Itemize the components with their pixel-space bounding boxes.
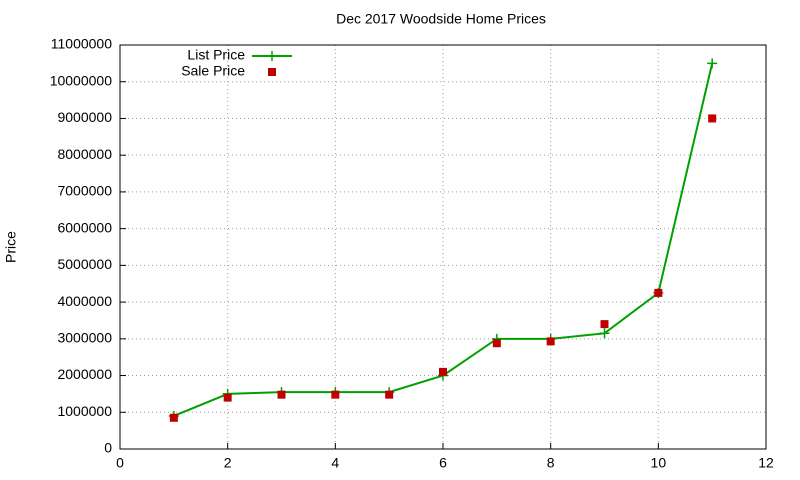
- data-point: [169, 413, 178, 422]
- y-tick-label: 10000000: [50, 72, 113, 88]
- data-point: [599, 328, 610, 339]
- y-axis-label: Price: [3, 231, 19, 263]
- data-point: [223, 393, 232, 402]
- chart-title: Dec 2017 Woodside Home Prices: [336, 11, 546, 27]
- y-tick-label: 9000000: [57, 109, 112, 125]
- y-tick-label: 2000000: [57, 366, 112, 382]
- legend-marker: [267, 51, 277, 61]
- data-point: [331, 390, 340, 399]
- y-tick-label: 11000000: [51, 36, 112, 52]
- data-point: [385, 390, 394, 399]
- data-point: [492, 339, 501, 348]
- x-tick-label: 2: [224, 455, 232, 471]
- y-tick-label: 6000000: [57, 219, 112, 235]
- y-tick-label: 8000000: [57, 146, 112, 162]
- data-point: [546, 337, 555, 346]
- y-tick-label: 1000000: [57, 403, 112, 419]
- data-point: [277, 390, 286, 399]
- y-tick-label: 5000000: [57, 256, 112, 272]
- y-tick-label: 4000000: [57, 293, 112, 309]
- y-tick-label: 0: [104, 440, 112, 456]
- x-tick-label: 12: [758, 455, 774, 471]
- data-point: [439, 367, 447, 376]
- y-tick-label: 7000000: [57, 183, 112, 199]
- x-tick-label: 6: [439, 455, 447, 471]
- legend-label: List Price: [187, 47, 245, 63]
- legend-marker: [268, 68, 276, 76]
- data-point: [708, 114, 717, 123]
- data-point: [707, 58, 718, 69]
- x-tick-label: 4: [331, 455, 339, 471]
- x-tick-label: 0: [116, 455, 124, 471]
- x-tick-label: 8: [547, 455, 555, 471]
- y-tick-label: 3000000: [57, 330, 112, 346]
- data-point: [654, 288, 663, 297]
- plot-border: [119, 44, 767, 450]
- x-tick-label: 10: [651, 455, 667, 471]
- legend-label: Sale Price: [181, 63, 245, 79]
- data-point: [600, 320, 609, 329]
